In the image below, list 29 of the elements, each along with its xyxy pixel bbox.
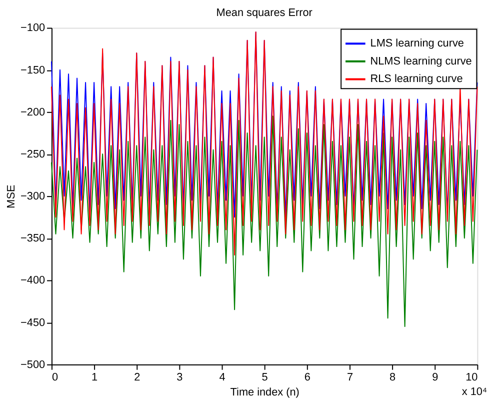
legend-label: NLMS learning curve xyxy=(370,55,472,68)
x-tick-label: 2 xyxy=(134,372,140,384)
x-tick-label: 4 xyxy=(219,372,226,384)
line-series xyxy=(50,31,478,256)
x-tick-label: 9 xyxy=(432,372,438,384)
x-tick-label: 1 xyxy=(92,372,98,384)
x-tick-label: 3 xyxy=(176,372,183,384)
y-tick-label: −500 xyxy=(20,358,46,371)
legend-label: LMS learning curve xyxy=(370,38,464,50)
line-series xyxy=(50,116,478,327)
x-tick-label: 8 xyxy=(390,372,396,384)
y-axis-title: MSE xyxy=(6,184,18,208)
y-tick-label: −350 xyxy=(20,232,46,245)
legend-label: RLS learning curve xyxy=(370,73,463,86)
x-axis-title: Time index (n) xyxy=(230,386,300,399)
x-tick-label: 5 xyxy=(262,372,268,384)
y-tick-label: −150 xyxy=(20,64,46,76)
y-tick-label: −100 xyxy=(20,22,46,34)
x-tick-label: 6 xyxy=(304,372,310,384)
text: x 10⁴ xyxy=(462,386,488,398)
y-tick-label: −250 xyxy=(20,148,46,160)
y-tick-label: −450 xyxy=(20,316,46,329)
y-tick-label: −300 xyxy=(20,190,46,203)
y-tick-label: −200 xyxy=(20,106,46,118)
x-tick-label: 10 xyxy=(466,372,478,384)
y-tick-label: −400 xyxy=(20,274,46,287)
x-tick-label: 0 xyxy=(52,372,58,384)
x-tick-label: 7 xyxy=(346,372,354,384)
chart-title: Mean squares Error xyxy=(216,6,313,19)
